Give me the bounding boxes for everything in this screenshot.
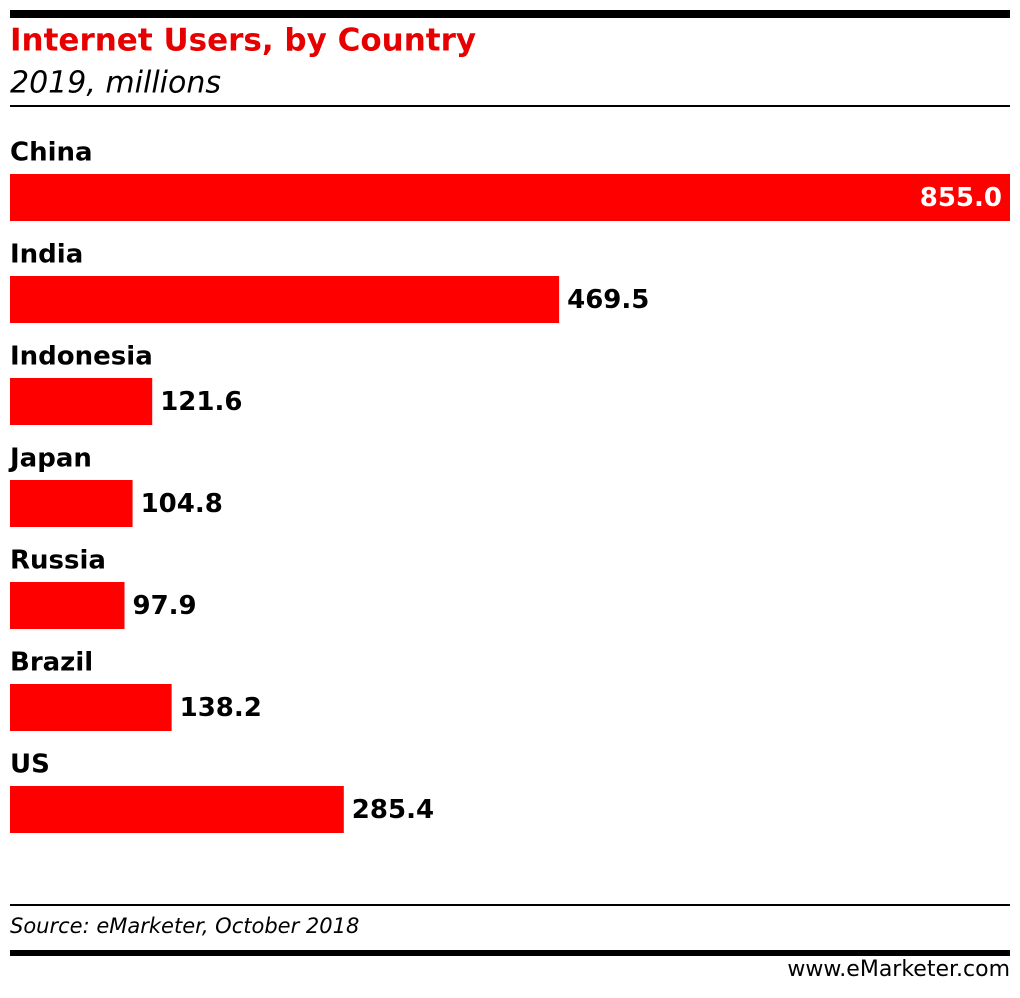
value-label: 469.5 [567, 285, 649, 315]
source: Source: eMarketer, October 2018 [10, 914, 359, 938]
bar [10, 276, 560, 323]
top-rule [10, 10, 1010, 18]
value-label: 104.8 [141, 489, 223, 519]
chart-title: Internet Users, by Country [10, 23, 476, 59]
category-label: Brazil [10, 648, 93, 678]
value-label: 285.4 [352, 795, 434, 825]
source-rule [10, 904, 1010, 906]
bar [10, 786, 344, 833]
value-label: 855.0 [920, 183, 1002, 213]
value-label: 138.2 [180, 693, 262, 723]
category-label: Russia [10, 546, 106, 576]
value-label: 121.6 [160, 387, 242, 417]
footer: www.eMarketer.com [787, 957, 1010, 982]
bar [10, 378, 153, 425]
category-label: US [10, 750, 50, 780]
header-rule [10, 105, 1010, 107]
bar [10, 582, 125, 629]
category-label: India [10, 240, 83, 270]
bar [10, 480, 133, 527]
bar [10, 174, 1010, 221]
bottom-rule [10, 950, 1010, 956]
bar [10, 684, 172, 731]
chart-subtitle: 2019, millions [10, 66, 221, 101]
category-label: Japan [8, 444, 92, 474]
value-label: 97.9 [133, 591, 197, 621]
category-label: China [10, 138, 93, 168]
category-label: Indonesia [10, 342, 153, 372]
